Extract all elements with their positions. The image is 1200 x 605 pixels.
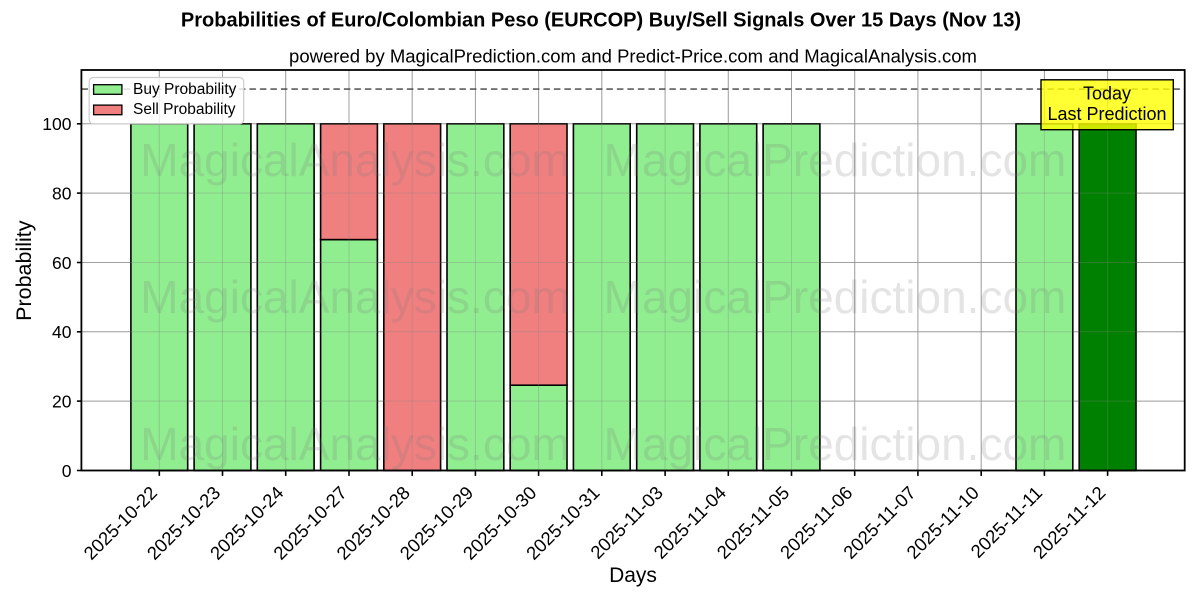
svg-text:Days: Days [609,564,657,587]
svg-text:100: 100 [42,114,71,134]
svg-text:20: 20 [52,392,72,412]
svg-text:80: 80 [52,184,72,204]
svg-text:MagicalPrediction.com: MagicalPrediction.com [604,271,1067,323]
svg-text:MagicalAnalysis.com: MagicalAnalysis.com [140,418,569,470]
svg-text:MagicalPrediction.com: MagicalPrediction.com [604,134,1067,186]
svg-text:MagicalAnalysis.com: MagicalAnalysis.com [140,271,569,323]
svg-text:60: 60 [52,253,72,273]
svg-text:Probabilities of Euro/Colombia: Probabilities of Euro/Colombian Peso (EU… [181,9,1021,31]
svg-text:powered by MagicalPrediction.c: powered by MagicalPrediction.com and Pre… [289,45,977,66]
svg-text:Today: Today [1083,84,1131,104]
svg-text:MagicalAnalysis.com: MagicalAnalysis.com [140,134,569,186]
svg-text:Buy Probability: Buy Probability [133,81,237,98]
svg-text:Sell Probability: Sell Probability [133,101,236,118]
svg-text:Last Prediction: Last Prediction [1047,104,1166,124]
svg-text:40: 40 [52,322,72,342]
svg-text:Probability: Probability [12,220,36,321]
svg-text:MagicalPrediction.com: MagicalPrediction.com [604,418,1067,470]
svg-text:0: 0 [62,461,72,481]
